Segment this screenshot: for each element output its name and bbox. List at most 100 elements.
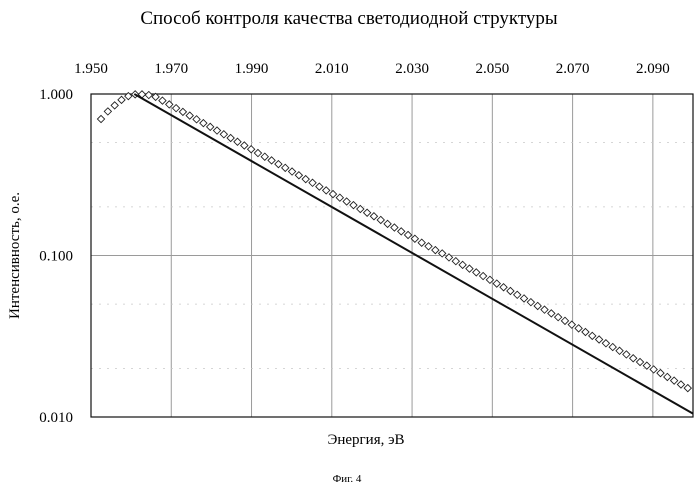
data-point [391, 224, 398, 231]
data-point [452, 258, 459, 265]
data-point [227, 134, 234, 141]
data-point [323, 187, 330, 194]
data-point [568, 321, 575, 328]
data-point [207, 123, 214, 130]
data-point [118, 96, 125, 103]
data-point [234, 138, 241, 145]
chart-title: Способ контроля качества светодиодной ст… [140, 8, 558, 29]
data-point [329, 190, 336, 197]
data-point [377, 216, 384, 223]
data-point [473, 269, 480, 276]
data-point [514, 291, 521, 298]
data-point [534, 302, 541, 309]
data-point [336, 194, 343, 201]
data-point [636, 358, 643, 365]
data-point [104, 108, 111, 115]
data-point [671, 377, 678, 384]
data-point [145, 91, 152, 98]
data-point [582, 328, 589, 335]
data-point [295, 172, 302, 179]
data-point [500, 284, 507, 291]
data-point [616, 347, 623, 354]
data-point [507, 287, 514, 294]
grid [91, 94, 693, 417]
data-point [664, 373, 671, 380]
data-point [480, 272, 487, 279]
data-point [220, 131, 227, 138]
data-point [432, 247, 439, 254]
data-point [589, 332, 596, 339]
x-axis-top: 1.950 1.970 1.990 2.010 2.030 2.050 2.070 2.090 [74, 61, 670, 77]
data-point [684, 384, 691, 391]
data-point [97, 115, 104, 122]
data-point [159, 97, 166, 104]
data-point [200, 120, 207, 127]
data-point [404, 231, 411, 238]
x-tick-label: 1.950 [74, 61, 108, 77]
x-tick-label: 2.050 [475, 61, 509, 77]
data-point [541, 306, 548, 313]
data-point [316, 183, 323, 190]
data-point [555, 314, 562, 321]
x-axis-label: Энергия, эВ [327, 432, 404, 448]
data-point [186, 112, 193, 119]
data-point [384, 220, 391, 227]
y-tick-label: 1.000 [39, 87, 73, 103]
x-tick-label: 1.970 [154, 61, 188, 77]
x-tick-label: 1.990 [235, 61, 269, 77]
data-point [179, 108, 186, 115]
data-point [166, 101, 173, 108]
data-point [357, 205, 364, 212]
data-point [677, 381, 684, 388]
data-point [248, 146, 255, 153]
data-point [595, 336, 602, 343]
data-point [282, 164, 289, 171]
y-tick-label: 0.100 [39, 249, 73, 265]
data-point [575, 325, 582, 332]
data-point [370, 213, 377, 220]
data-point [418, 239, 425, 246]
data-point [193, 116, 200, 123]
fit-line [134, 94, 693, 414]
data-point [425, 243, 432, 250]
data-point [548, 310, 555, 317]
data-point [630, 355, 637, 362]
data-point [445, 254, 452, 261]
data-point [398, 228, 405, 235]
data-point [288, 168, 295, 175]
data-point [561, 317, 568, 324]
data-point [111, 102, 118, 109]
data-point [309, 179, 316, 186]
data-point [172, 105, 179, 112]
data-point [302, 176, 309, 183]
y-tick-label: 0.010 [39, 410, 73, 426]
data-point [527, 299, 534, 306]
data-point [261, 153, 268, 160]
data-point [623, 351, 630, 358]
y-axis: 1.000 0.100 0.010 [39, 87, 73, 426]
x-tick-label: 2.090 [636, 61, 670, 77]
data-point [268, 157, 275, 164]
x-tick-label: 2.010 [315, 61, 349, 77]
data-point [350, 202, 357, 209]
data-point [657, 369, 664, 376]
data-point [602, 340, 609, 347]
data-point [609, 343, 616, 350]
data-point [254, 149, 261, 156]
data-point [213, 127, 220, 134]
data-point [520, 295, 527, 302]
data-point [275, 161, 282, 168]
y-axis-label: Интенсивность, о.е. [7, 192, 23, 319]
data-point [241, 142, 248, 149]
x-tick-label: 2.030 [395, 61, 429, 77]
data-point [650, 366, 657, 373]
figure-caption: Фиг. 4 [333, 473, 362, 485]
series-layer [97, 91, 693, 414]
data-point [364, 209, 371, 216]
data-point [343, 198, 350, 205]
data-point [493, 280, 500, 287]
data-point [459, 261, 466, 268]
data-point [466, 265, 473, 272]
x-tick-label: 2.070 [556, 61, 590, 77]
